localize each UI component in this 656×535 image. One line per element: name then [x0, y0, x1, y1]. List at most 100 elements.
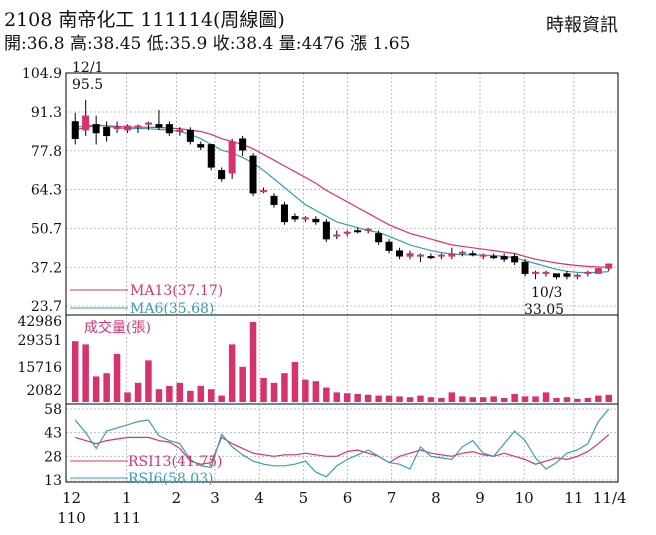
x-tick-label: 2	[172, 489, 182, 507]
volume-bar	[584, 398, 592, 402]
volume-bar	[521, 396, 529, 402]
rsi-tick-label: 28	[44, 449, 62, 465]
chart-title: 2108 南帝化工 111114(周線圖)	[4, 9, 285, 31]
volume-bar	[511, 394, 518, 402]
data-source: 時報資訊	[546, 15, 618, 36]
volume-bar	[103, 373, 110, 402]
volume-bar	[270, 382, 278, 402]
candle-body	[343, 231, 351, 234]
volume-bar	[218, 395, 225, 402]
volume-bar	[542, 392, 550, 402]
candle-body	[563, 273, 571, 277]
candle-body	[511, 256, 519, 263]
high-annotation-date: 12/1	[72, 60, 103, 76]
plot-border	[65, 72, 619, 483]
ma6-line	[75, 124, 609, 274]
candle-body	[469, 253, 477, 256]
low-annotation-value: 33.05	[524, 302, 564, 318]
ma6-series	[75, 124, 609, 274]
candle-body	[301, 217, 309, 220]
volume-bar	[553, 398, 560, 402]
volume-bar	[406, 397, 414, 402]
volume-bars	[72, 322, 612, 402]
volume-tick-label: 2082	[26, 383, 62, 399]
volume-bar	[72, 341, 79, 402]
ma13-series	[75, 125, 609, 268]
volume-bar	[134, 382, 142, 402]
price-tick-label: 77.8	[31, 144, 62, 160]
ma13-line	[75, 125, 609, 268]
candle-body	[92, 124, 100, 134]
candle-body	[385, 241, 393, 251]
candle-body	[197, 144, 205, 148]
candle-body	[605, 263, 613, 269]
chart-frame	[65, 72, 619, 483]
volume-tick-label: 15716	[17, 360, 62, 376]
candle-body	[333, 234, 341, 237]
candle-body	[113, 126, 121, 129]
candle-body	[427, 256, 435, 259]
x-tick-sublabel: 110	[57, 509, 86, 527]
candle-body	[71, 121, 79, 139]
volume-bar	[500, 398, 508, 402]
volume-bar	[375, 395, 382, 402]
volume-bar	[312, 381, 320, 402]
x-tick-label: 12	[62, 489, 81, 507]
volume-bar	[249, 322, 257, 402]
candle-body	[176, 129, 184, 132]
low-annotation-date: 10/3	[531, 285, 562, 301]
x-tick-label: 8	[431, 489, 441, 507]
candle-body	[584, 271, 592, 274]
candle-body	[521, 261, 529, 274]
volume-bar	[396, 396, 403, 402]
volume-bar	[92, 376, 100, 402]
rsi-tick-label: 13	[44, 473, 62, 489]
candle-body	[448, 253, 456, 257]
volume-bar	[197, 386, 204, 402]
volume-bar	[187, 390, 194, 402]
x-tick-label: 11	[564, 489, 583, 507]
volume-bar	[417, 395, 424, 402]
candle-body	[396, 250, 404, 257]
ma13-legend: MA13(37.17)	[130, 283, 223, 299]
x-tick-label: 3	[210, 489, 220, 507]
candle-body	[134, 125, 142, 128]
rsi13-legend: RSI13(41.75)	[128, 454, 222, 470]
volume-bar	[228, 344, 236, 402]
volume-bar	[605, 394, 612, 402]
candle-body	[490, 256, 498, 259]
volume-bar	[459, 396, 466, 402]
volume-bar	[448, 392, 456, 402]
volume-bar	[124, 392, 131, 402]
candle-body	[280, 204, 288, 223]
volume-bar	[480, 397, 487, 402]
x-tick-label: 10	[515, 489, 534, 507]
candle-body	[249, 155, 257, 194]
rsi6-series	[74, 408, 610, 478]
candle-body	[207, 144, 215, 168]
volume-bar	[113, 354, 121, 402]
candle-body	[186, 129, 194, 142]
x-tick-label: 4	[254, 489, 264, 507]
x-tick-label: 1	[122, 489, 132, 507]
candle-body	[322, 221, 330, 240]
volume-bar	[176, 382, 184, 402]
price-tick-label: 104.9	[22, 66, 62, 82]
candle-body	[552, 273, 560, 278]
candle-body	[416, 254, 424, 257]
volume-tick-label: 42986	[17, 314, 62, 330]
volume-bar	[490, 396, 497, 402]
x-tick-label: 9	[475, 489, 485, 507]
candle-body	[375, 233, 383, 243]
candle-body	[458, 251, 466, 254]
candle-body	[573, 274, 581, 277]
volume-title: 成交量(張)	[84, 319, 151, 336]
x-tick-label: 5	[299, 489, 309, 507]
rsi-tick-label: 58	[44, 402, 62, 418]
volume-bar	[427, 397, 435, 402]
candle-body	[479, 254, 487, 257]
candlesticks	[71, 99, 613, 280]
volume-bar	[532, 396, 539, 402]
candle-body	[532, 271, 540, 274]
